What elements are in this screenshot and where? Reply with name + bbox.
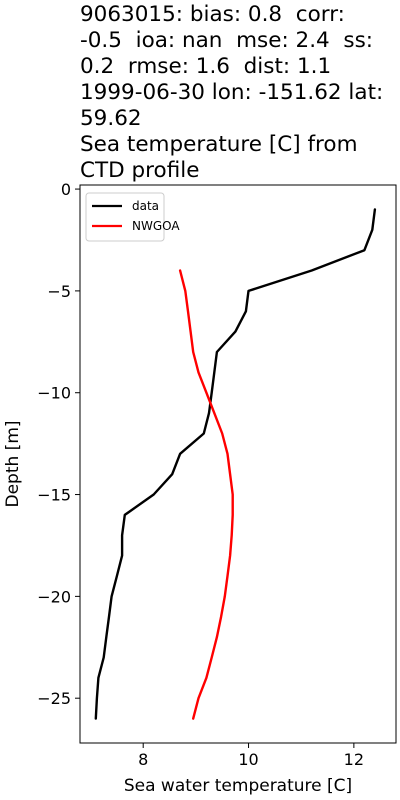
- legend-label-nwgoa: NWGOA: [132, 219, 180, 233]
- series-line-nwgoa: [178, 269, 234, 720]
- x-tick-label: 12: [344, 750, 364, 769]
- title-line-4: 1999-06-30 lon: -151.62 lat:: [80, 80, 384, 105]
- x-tick-label: 10: [238, 750, 258, 769]
- y-tick-label: −5: [47, 282, 71, 301]
- y-tick-label: −15: [37, 486, 71, 505]
- legend-label-data: data: [132, 199, 159, 213]
- title-line-1: 9063015: bias: 0.8 corr:: [80, 2, 345, 27]
- title-line-6: Sea temperature [C] from: [80, 132, 358, 157]
- legend: data NWGOA: [85, 192, 180, 242]
- y-axis-ticks: 0 −5 −10 −15 −20 −25: [37, 180, 80, 708]
- y-tick-label: −25: [37, 689, 71, 708]
- x-tick-label: 8: [138, 750, 148, 769]
- y-axis-label: Depth [m]: [3, 420, 23, 507]
- y-tick-label: −10: [37, 384, 71, 403]
- title-line-7: CTD profile: [80, 158, 200, 183]
- plot-frame: [79, 184, 397, 744]
- x-axis-ticks: 8 10 12: [138, 743, 364, 769]
- series-line-data: [94, 208, 377, 720]
- x-axis-label: Sea water temperature [C]: [124, 776, 352, 796]
- y-tick-label: −20: [37, 587, 71, 606]
- chart-title: 9063015: bias: 0.8 corr: -0.5 ioa: nan m…: [80, 2, 400, 184]
- y-tick-label: 0: [61, 180, 71, 199]
- title-line-3: 0.2 rmse: 1.6 dist: 1.1: [80, 54, 332, 79]
- title-line-2: -0.5 ioa: nan mse: 2.4 ss:: [80, 28, 374, 53]
- title-line-5: 59.62: [80, 106, 142, 131]
- series-lines: [94, 208, 377, 720]
